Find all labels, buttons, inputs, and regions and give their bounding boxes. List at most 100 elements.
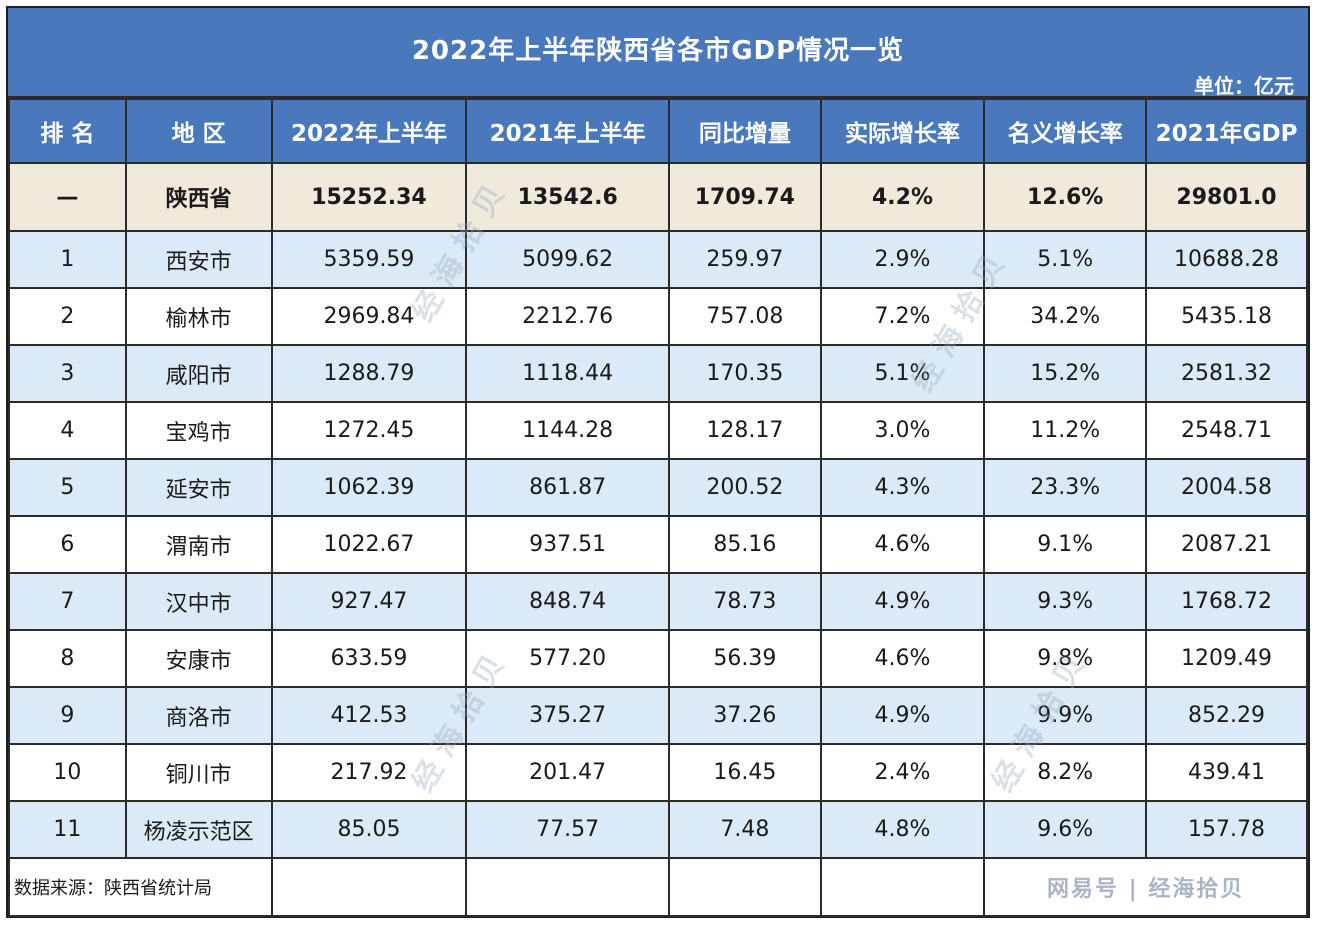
cell-2021-gdp: 10688.28 bbox=[1145, 230, 1308, 289]
province-rank: — bbox=[8, 162, 127, 232]
cell-rank: 9 bbox=[8, 686, 127, 745]
cell-region: 铜川市 bbox=[124, 743, 273, 802]
cell-region: 安康市 bbox=[124, 629, 273, 688]
header-increase: 同比增量 bbox=[668, 98, 822, 164]
province-increase: 1709.74 bbox=[668, 162, 822, 232]
cell-region: 榆林市 bbox=[124, 287, 273, 346]
cell-increase: 7.48 bbox=[668, 800, 822, 859]
cell-real-growth: 4.3% bbox=[819, 458, 986, 517]
cell-2021h1: 77.57 bbox=[465, 800, 671, 859]
cell-2021h1: 848.74 bbox=[465, 572, 671, 631]
province-2021h1: 13542.6 bbox=[465, 162, 671, 232]
table-frame: 2022年上半年陕西省各市GDP情况一览 单位：亿元 排 名 地 区 2022年… bbox=[6, 6, 1310, 918]
header-nominal-growth: 名义增长率 bbox=[983, 98, 1148, 164]
cell-2021h1: 577.20 bbox=[465, 629, 671, 688]
cell-2022h1: 412.53 bbox=[270, 686, 468, 745]
cell-region: 杨凌示范区 bbox=[124, 800, 273, 859]
footer-row: 数据来源：陕西省统计局 网易号 | 经海拾贝 bbox=[8, 857, 1308, 917]
table-row: 2 榆林市 2969.84 2212.76 757.08 7.2% 34.2% 5435.18 bbox=[8, 287, 1308, 346]
cell-2021-gdp: 157.78 bbox=[1145, 800, 1308, 859]
cell-real-growth: 5.1% bbox=[819, 344, 986, 403]
table-row: 11 杨凌示范区 85.05 77.57 7.48 4.8% 9.6% 157.78 bbox=[8, 800, 1308, 859]
cell-real-growth: 2.9% bbox=[819, 230, 986, 289]
cell-2022h1: 85.05 bbox=[270, 800, 468, 859]
cell-real-growth: 4.9% bbox=[819, 686, 986, 745]
cell-increase: 85.16 bbox=[668, 515, 822, 574]
cell-nominal-growth: 34.2% bbox=[983, 287, 1148, 346]
cell-increase: 78.73 bbox=[668, 572, 822, 631]
table-row: 6 渭南市 1022.67 937.51 85.16 4.6% 9.1% 2087.21 bbox=[8, 515, 1308, 574]
table-row: 4 宝鸡市 1272.45 1144.28 128.17 3.0% 11.2% 2548.71 bbox=[8, 401, 1308, 460]
cell-rank: 11 bbox=[8, 800, 127, 859]
cell-real-growth: 4.8% bbox=[819, 800, 986, 859]
cell-2021h1: 861.87 bbox=[465, 458, 671, 517]
cell-region: 西安市 bbox=[124, 230, 273, 289]
table-row: 1 西安市 5359.59 5099.62 259.97 2.9% 5.1% 10688.28 bbox=[8, 230, 1308, 289]
cell-2021-gdp: 439.41 bbox=[1145, 743, 1308, 802]
cell-2021-gdp: 2004.58 bbox=[1145, 458, 1308, 517]
table-row: 7 汉中市 927.47 848.74 78.73 4.9% 9.3% 1768.72 bbox=[8, 572, 1308, 631]
table-row: 10 铜川市 217.92 201.47 16.45 2.4% 8.2% 439.41 bbox=[8, 743, 1308, 802]
data-source: 数据来源：陕西省统计局 bbox=[8, 857, 273, 917]
table-row: 8 安康市 633.59 577.20 56.39 4.6% 9.8% 1209.49 bbox=[8, 629, 1308, 688]
table-row: 3 咸阳市 1288.79 1118.44 170.35 5.1% 15.2% 2581.32 bbox=[8, 344, 1308, 403]
header-2022h1: 2022年上半年 bbox=[270, 98, 468, 164]
cell-region: 渭南市 bbox=[124, 515, 273, 574]
cell-rank: 1 bbox=[8, 230, 127, 289]
cell-nominal-growth: 5.1% bbox=[983, 230, 1148, 289]
cell-region: 汉中市 bbox=[124, 572, 273, 631]
cell-2022h1: 1062.39 bbox=[270, 458, 468, 517]
cell-2021h1: 2212.76 bbox=[465, 287, 671, 346]
header-region: 地 区 bbox=[124, 98, 273, 164]
cell-2022h1: 1272.45 bbox=[270, 401, 468, 460]
table-row: 9 商洛市 412.53 375.27 37.26 4.9% 9.9% 852.29 bbox=[8, 686, 1308, 745]
cell-increase: 37.26 bbox=[668, 686, 822, 745]
cell-2022h1: 1022.67 bbox=[270, 515, 468, 574]
cell-2021-gdp: 2087.21 bbox=[1145, 515, 1308, 574]
cell-nominal-growth: 15.2% bbox=[983, 344, 1148, 403]
cell-nominal-growth: 9.3% bbox=[983, 572, 1148, 631]
watermark-text: 网易号 | 经海拾贝 bbox=[983, 857, 1308, 917]
cell-region: 咸阳市 bbox=[124, 344, 273, 403]
empty-cell bbox=[668, 857, 822, 917]
unit-label: 单位：亿元 bbox=[1194, 74, 1294, 98]
cell-region: 延安市 bbox=[124, 458, 273, 517]
cell-2021h1: 5099.62 bbox=[465, 230, 671, 289]
province-name: 陕西省 bbox=[124, 162, 273, 232]
province-real-growth: 4.2% bbox=[819, 162, 986, 232]
cell-increase: 200.52 bbox=[668, 458, 822, 517]
cell-2021h1: 201.47 bbox=[465, 743, 671, 802]
cell-real-growth: 4.6% bbox=[819, 629, 986, 688]
cell-rank: 2 bbox=[8, 287, 127, 346]
header-rank: 排 名 bbox=[8, 98, 127, 164]
cell-region: 商洛市 bbox=[124, 686, 273, 745]
cell-2021h1: 375.27 bbox=[465, 686, 671, 745]
province-row: — 陕西省 15252.34 13542.6 1709.74 4.2% 12.6… bbox=[8, 162, 1308, 232]
cell-2021-gdp: 1209.49 bbox=[1145, 629, 1308, 688]
province-2021-gdp: 29801.0 bbox=[1145, 162, 1308, 232]
cell-increase: 128.17 bbox=[668, 401, 822, 460]
cell-real-growth: 3.0% bbox=[819, 401, 986, 460]
cell-2021-gdp: 2581.32 bbox=[1145, 344, 1308, 403]
cell-2021-gdp: 852.29 bbox=[1145, 686, 1308, 745]
cell-rank: 3 bbox=[8, 344, 127, 403]
cell-real-growth: 4.9% bbox=[819, 572, 986, 631]
cell-increase: 757.08 bbox=[668, 287, 822, 346]
cell-nominal-growth: 9.1% bbox=[983, 515, 1148, 574]
cell-2022h1: 927.47 bbox=[270, 572, 468, 631]
table-title: 2022年上半年陕西省各市GDP情况一览 bbox=[411, 36, 905, 66]
table-row: 5 延安市 1062.39 861.87 200.52 4.3% 23.3% 2004.58 bbox=[8, 458, 1308, 517]
cell-2021-gdp: 2548.71 bbox=[1145, 401, 1308, 460]
cell-nominal-growth: 9.8% bbox=[983, 629, 1148, 688]
cell-increase: 16.45 bbox=[668, 743, 822, 802]
header-row: 排 名 地 区 2022年上半年 2021年上半年 同比增量 实际增长率 名义增… bbox=[8, 98, 1308, 164]
title-bar: 2022年上半年陕西省各市GDP情况一览 单位：亿元 bbox=[8, 8, 1308, 98]
cell-2021h1: 1118.44 bbox=[465, 344, 671, 403]
empty-cell bbox=[270, 857, 468, 917]
cell-nominal-growth: 9.6% bbox=[983, 800, 1148, 859]
cell-nominal-growth: 8.2% bbox=[983, 743, 1148, 802]
cell-rank: 10 bbox=[8, 743, 127, 802]
cell-nominal-growth: 23.3% bbox=[983, 458, 1148, 517]
cell-2021-gdp: 1768.72 bbox=[1145, 572, 1308, 631]
cell-rank: 6 bbox=[8, 515, 127, 574]
